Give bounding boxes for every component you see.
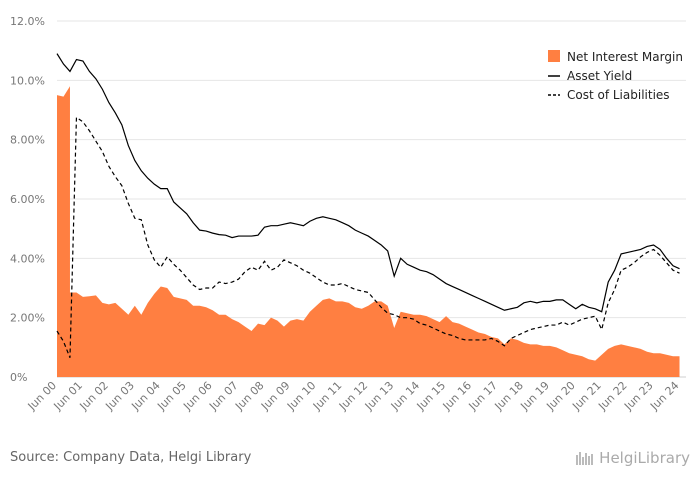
y-tick-label: 8.00% <box>10 134 45 147</box>
legend-label: Asset Yield <box>567 69 632 83</box>
x-tick-label: Jun 21 <box>569 379 603 413</box>
x-tick-label: Jun 10 <box>284 379 318 413</box>
library-icon <box>576 451 594 465</box>
x-tick-label: Jun 23 <box>621 379 655 413</box>
x-tick-label: Jun 06 <box>180 379 214 413</box>
y-tick-label: 10.0% <box>10 74 45 87</box>
x-tick-label: Jun 12 <box>336 379 370 413</box>
x-tick-label: Jun 02 <box>77 379 111 413</box>
series-line-asset-yield <box>56 53 680 313</box>
y-tick-label: 0% <box>10 371 27 384</box>
x-tick-label: Jun 03 <box>103 379 137 413</box>
x-tick-label: Jun 19 <box>518 379 552 413</box>
legend-swatch-net-interest-margin <box>548 50 560 62</box>
x-tick-label: Jun 17 <box>466 379 500 413</box>
x-tick-label: Jun 14 <box>388 379 422 413</box>
x-tick-label: Jun 20 <box>543 379 577 413</box>
legend-label: Cost of Liabilities <box>567 88 670 102</box>
x-tick-label: Jun 09 <box>258 379 292 413</box>
x-tick-label: Jun 15 <box>414 379 448 413</box>
legend-label: Net Interest Margin <box>567 50 683 64</box>
series-area-net-interest-margin <box>57 86 680 378</box>
x-tick-label: Jun 01 <box>51 379 85 413</box>
x-tick-label: Jun 24 <box>647 379 681 413</box>
x-tick-label: Jun 16 <box>440 379 474 413</box>
x-tick-label: Jun 04 <box>128 379 162 413</box>
x-tick-label: Jun 22 <box>595 379 629 413</box>
y-tick-label: 6.00% <box>10 193 45 206</box>
brand-logo: HelgiLibrary <box>576 449 690 467</box>
x-tick-label: Jun 07 <box>206 379 240 413</box>
y-tick-label: 4.00% <box>10 252 45 265</box>
x-tick-label: Jun 13 <box>362 379 396 413</box>
x-tick-label: Jun 08 <box>232 379 266 413</box>
x-tick-label: Jun 11 <box>310 379 344 413</box>
source-note: Source: Company Data, Helgi Library <box>10 450 252 465</box>
y-tick-label: 2.00% <box>10 312 45 325</box>
x-tick-label: Jun 05 <box>154 379 188 413</box>
y-tick-label: 12.0% <box>10 15 45 28</box>
x-tick-label: Jun 00 <box>25 379 59 413</box>
brand-name: HelgiLibrary <box>599 449 690 467</box>
x-tick-label: Jun 18 <box>492 379 526 413</box>
